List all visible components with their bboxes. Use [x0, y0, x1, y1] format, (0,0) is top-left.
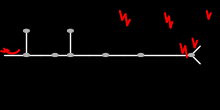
Circle shape: [68, 29, 73, 32]
Circle shape: [138, 54, 144, 56]
Circle shape: [24, 54, 29, 56]
Circle shape: [68, 54, 73, 56]
Circle shape: [52, 54, 58, 56]
Circle shape: [189, 54, 194, 56]
Circle shape: [24, 29, 29, 32]
Circle shape: [103, 54, 108, 56]
